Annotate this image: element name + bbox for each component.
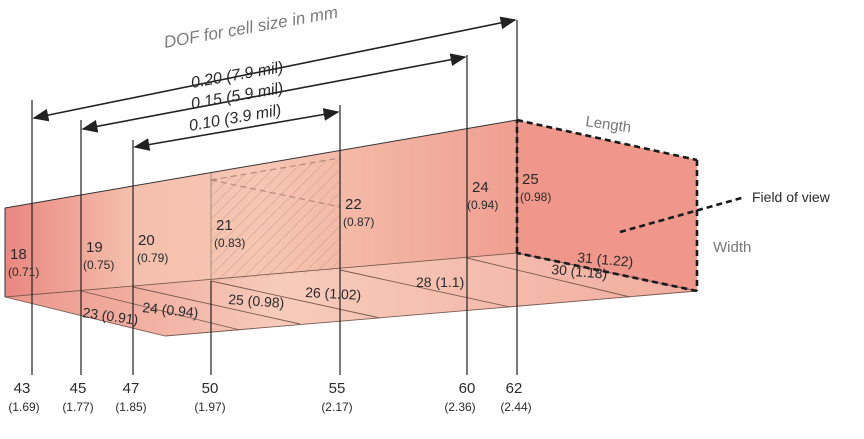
tick-in-1: (1.77) — [62, 400, 93, 414]
height-mm-4: 22 — [345, 196, 362, 213]
width-label-5: 30 (1.18) — [551, 261, 608, 282]
height-in-6: (0.98) — [520, 190, 551, 204]
height-in-1: (0.75) — [83, 258, 114, 272]
field-of-view-face — [517, 120, 697, 291]
width-label-1: 24 (0.94) — [142, 299, 199, 321]
tick-mm-2: 47 — [123, 380, 140, 397]
bottom-dividers — [4, 252, 698, 337]
tick-mm-6: 62 — [506, 380, 523, 397]
tick-mm-0: 43 — [14, 380, 31, 397]
extension-lines — [31, 20, 518, 375]
length-label: Length — [584, 113, 632, 136]
tick-in-4: (2.17) — [321, 400, 352, 414]
diagram-title: DOF for cell size in mm — [162, 3, 339, 52]
tick-mm-1: 45 — [70, 380, 87, 397]
dof-hatch-top — [210, 179, 341, 208]
height-mm-0: 18 — [10, 246, 27, 263]
height-in-5: (0.94) — [467, 198, 498, 212]
width-label-0: 23 (0.91) — [82, 304, 140, 328]
height-mm-2: 20 — [138, 232, 155, 249]
dof-hatch-outline — [210, 157, 341, 181]
dof-hatch-region — [211, 158, 340, 282]
width-label-6: 31 (1.22) — [577, 249, 634, 270]
tick-mm-4: 55 — [329, 380, 346, 397]
height-mm-5: 24 — [472, 179, 489, 196]
field-of-view-pointer — [619, 195, 746, 234]
tick-in-5: (2.36) — [444, 400, 475, 414]
tick-mm-3: 50 — [202, 380, 219, 397]
tick-in-3: (1.97) — [194, 400, 225, 414]
bottom-width-labels: 23 (0.91) 24 (0.94) 25 (0.98) 26 (1.02) … — [82, 249, 634, 328]
height-mm-6: 25 — [522, 171, 539, 188]
height-in-0: (0.71) — [8, 265, 39, 279]
height-mm-1: 19 — [86, 239, 103, 256]
tick-in-0: (1.69) — [8, 400, 39, 414]
tick-in-6: (2.44) — [500, 400, 531, 414]
front-height-labels: 18 (0.71) 19 (0.75) 20 (0.79) 21 (0.83) … — [8, 171, 551, 279]
dof-arrow-010 — [133, 108, 340, 151]
width-label-2: 25 (0.98) — [228, 291, 285, 311]
tick-in-2: (1.85) — [115, 400, 146, 414]
field-of-view-label: Field of view — [752, 189, 831, 205]
box-outline — [4, 119, 518, 297]
height-in-4: (0.87) — [343, 215, 374, 229]
width-label-4: 28 (1.1) — [416, 274, 464, 290]
height-in-2: (0.79) — [137, 251, 168, 265]
tick-mm-5: 60 — [459, 380, 476, 397]
height-mm-3: 21 — [216, 217, 233, 234]
width-label-3: 26 (1.02) — [305, 284, 362, 303]
height-in-3: (0.83) — [214, 236, 245, 250]
width-label: Width — [713, 239, 751, 256]
axis-tick-labels: 43 (1.69) 45 (1.77) 47 (1.85) 50 (1.97) … — [8, 380, 531, 414]
